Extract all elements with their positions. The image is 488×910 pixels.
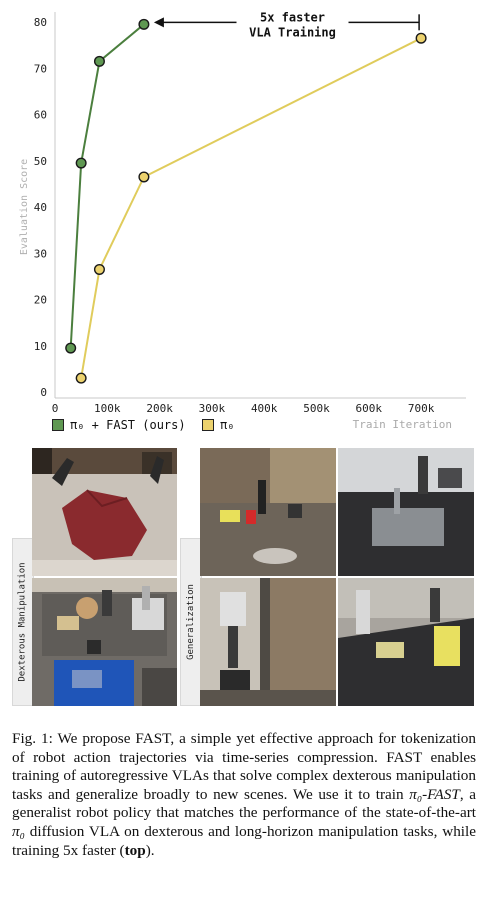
caption-prefix: Fig. 1: We propose FAST, a simple yet ef… xyxy=(12,730,476,803)
x-tick-label-6: 600k xyxy=(356,402,383,415)
series-0-point-2 xyxy=(93,55,105,67)
y-tick-label-7: 70 xyxy=(34,62,47,75)
series-0-point-1 xyxy=(75,157,87,169)
x-axis-label: Train Iteration xyxy=(352,418,452,431)
x-tick-label-7: 700k xyxy=(408,402,435,415)
caption-bold-top: top xyxy=(124,841,146,859)
legend-swatch-fast xyxy=(52,419,64,431)
generalization-label: Generalization xyxy=(186,584,197,660)
photo-dark-countertop xyxy=(338,578,474,706)
score-chart: 0 10 20 30 40 50 60 70 80 0 100k 200k 300k 400k 500k 60… xyxy=(19,10,466,415)
series-0-point-0 xyxy=(65,342,77,354)
chart-legend: π₀ + FAST (ours) π₀ Train Iteration xyxy=(52,418,462,438)
series-lines xyxy=(69,23,422,379)
legend-item-pi0: π₀ xyxy=(202,418,234,432)
y-tick-label-5: 50 xyxy=(34,155,47,168)
x-tick-label-3: 300k xyxy=(199,402,226,415)
annotation-line-0: 5x faster xyxy=(260,10,325,24)
photo-table-bussing xyxy=(32,578,177,706)
x-tick-label-4: 400k xyxy=(251,402,278,415)
generalization-label-bar: Generalization xyxy=(180,538,202,706)
legend-label-fast: π₀ + FAST (ours) xyxy=(70,418,186,432)
dexterous-label-bar: Dexterous Manipulation xyxy=(12,538,34,706)
series-1-point-0 xyxy=(75,372,87,384)
series-1-point-2 xyxy=(138,171,150,183)
y-tick-label-2: 20 xyxy=(34,294,47,307)
chart-axes: 0 10 20 30 40 50 60 70 80 0 100k 200k 300k 400k 500k 60… xyxy=(19,12,466,415)
robot-photo-grid: Dexterous Manipulation xyxy=(12,448,474,706)
photo-cabinet-door xyxy=(200,578,336,706)
x-tick-label-0: 0 xyxy=(52,402,59,415)
photo-laundry-folding xyxy=(32,448,177,576)
y-tick-label-4: 40 xyxy=(34,201,47,214)
y-tick-label-6: 60 xyxy=(34,109,47,122)
y-tick-label-8: 80 xyxy=(34,16,47,29)
series-line-1 xyxy=(80,37,422,379)
annotation-bg xyxy=(236,10,349,41)
caption-middle-1: , a generalist robot policy that matches… xyxy=(12,785,476,822)
x-tick-label-5: 500k xyxy=(303,402,330,415)
legend-swatch-pi0 xyxy=(202,419,214,431)
photo-sink-area xyxy=(338,448,474,576)
legend-item-fast: π₀ + FAST (ours) xyxy=(52,418,186,432)
series-markers xyxy=(65,18,427,384)
series-1-point-3 xyxy=(415,32,427,44)
caption-suffix: ). xyxy=(145,841,155,859)
caption-pi: π₀ xyxy=(12,822,25,840)
series-0-point-3 xyxy=(138,18,150,30)
figure-caption: Fig. 1: We propose FAST, a simple yet ef… xyxy=(12,730,476,860)
annotation-line-1: VLA Training xyxy=(249,25,336,39)
series-1-point-1 xyxy=(93,263,105,275)
y-tick-label-3: 30 xyxy=(34,247,47,260)
y-axis-label: Evaluation Score xyxy=(19,159,30,255)
caption-middle-2: diffusion VLA on dexterous and long-hori… xyxy=(12,822,476,859)
photo-kitchen-counter xyxy=(200,448,336,576)
dexterous-label: Dexterous Manipulation xyxy=(18,562,28,682)
y-tick-label-0: 0 xyxy=(40,386,47,399)
x-tick-label-1: 100k xyxy=(94,402,121,415)
series-line-0 xyxy=(69,23,145,349)
annotation-arrow-head xyxy=(153,17,164,28)
x-tick-label-2: 200k xyxy=(146,402,173,415)
caption-pi-fast: π₀-FAST xyxy=(409,785,460,803)
legend-label-pi0: π₀ xyxy=(220,418,235,432)
y-tick-label-1: 10 xyxy=(34,340,47,353)
